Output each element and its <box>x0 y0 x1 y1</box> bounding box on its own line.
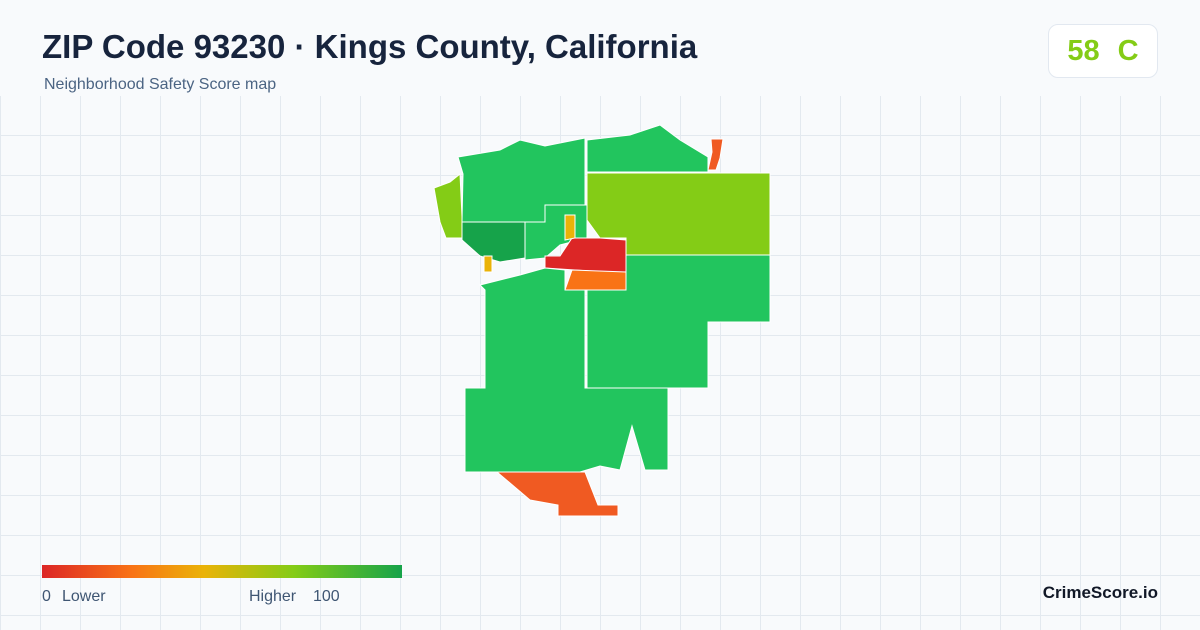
brand: CrimeScore.io <box>1042 583 1158 602</box>
map-region <box>564 214 576 241</box>
map-region <box>457 137 586 223</box>
map-region <box>495 471 619 517</box>
legend-max-label: Higher <box>249 588 297 605</box>
score-grade: C <box>1117 34 1139 67</box>
title: ZIP Code 93230 · Kings County, Californi… <box>42 28 698 65</box>
map-region <box>433 172 464 239</box>
score-badge: 58 C <box>1048 24 1158 78</box>
legend-gradient <box>42 565 402 578</box>
map-region <box>564 269 627 291</box>
map-region <box>707 138 724 171</box>
map-region <box>586 124 709 173</box>
legend-min: 0 <box>42 588 51 605</box>
legend-min-label: Lower <box>62 588 106 605</box>
map-region <box>464 267 669 473</box>
legend-max: 100 <box>313 588 340 605</box>
map-region <box>483 255 493 273</box>
subtitle: Neighborhood Safety Score map <box>44 76 277 93</box>
score-value: 58 <box>1067 34 1100 67</box>
map-region <box>461 221 526 263</box>
map-region <box>586 254 771 389</box>
